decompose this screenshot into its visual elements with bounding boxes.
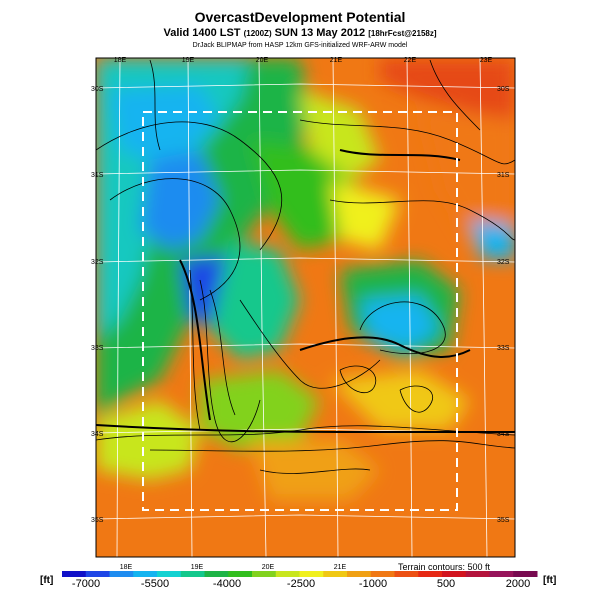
bottom-longitude-labels: 18E 19E 20E 21E [120, 564, 347, 571]
color-scale-tick: -7000 [71, 578, 101, 590]
color-scale-tick: -4000 [212, 578, 242, 590]
left-lat-label: 35S [91, 517, 104, 524]
color-scale-swatch [109, 571, 134, 577]
right-lat-label: 35S [497, 517, 510, 524]
left-lat-label: 33S [91, 345, 104, 352]
bottom-lon-label: 19E [191, 564, 204, 571]
color-scale-swatch [133, 571, 158, 577]
top-lon-label: 21E [330, 57, 343, 64]
unit-label-left: [ft] [40, 575, 54, 586]
bottom-lon-label: 20E [262, 564, 275, 571]
valid-time-subtitle: Valid 1400 LST (1200Z) SUN 13 May 2012 [… [0, 27, 600, 39]
utc-time: (1200Z) [243, 29, 272, 38]
model-credit: DrJack BLIPMAP from HASP 12km GFS-initia… [192, 42, 408, 49]
map-frame [95, 57, 516, 558]
right-lat-label: 33S [497, 345, 510, 352]
color-scale-swatch [180, 571, 205, 577]
bottom-lon-label: 21E [334, 564, 347, 571]
left-lat-label: 32S [91, 259, 104, 266]
color-scale-tick: -2500 [286, 578, 316, 590]
color-scale-swatch [347, 571, 372, 577]
right-lat-label: 34S [497, 431, 510, 438]
unit-label-right: [ft] [543, 575, 557, 586]
top-lon-label: 23E [480, 57, 493, 64]
color-scale-tick: -5500 [140, 578, 170, 590]
top-longitude-labels: 18E 19E 20E 21E 22E 23E [114, 57, 493, 64]
color-scale-swatch [370, 571, 395, 577]
top-lon-label: 19E [182, 57, 195, 64]
color-scale-swatch [442, 571, 467, 577]
lat-lon-grid [95, 57, 516, 558]
color-scale-tick: 500 [436, 578, 456, 590]
color-scale-swatch [228, 571, 253, 577]
color-scale-swatch [157, 571, 182, 577]
forecast-date: SUN 13 May 2012 [274, 27, 366, 39]
color-scale-swatch [252, 571, 277, 577]
valid-time: Valid 1400 LST [163, 27, 241, 39]
bottom-lon-label: 18E [120, 564, 133, 571]
terrain-contours [96, 59, 515, 474]
color-scale-swatch [85, 571, 110, 577]
right-lat-label: 31S [497, 172, 510, 179]
page-title: OvercastDevelopment Potential [194, 9, 406, 25]
color-scale-tick: 2000 [505, 578, 531, 590]
color-scale-swatch [275, 571, 300, 577]
color-scale-swatch [465, 571, 490, 577]
forecast-run: [18hrFcst@2158z] [368, 29, 437, 38]
inner-boundary-box [142, 111, 458, 511]
major-contours [96, 149, 515, 434]
color-scale-swatch [204, 571, 229, 577]
top-lon-label: 18E [114, 57, 127, 64]
left-lat-label: 34S [91, 431, 104, 438]
color-scale-swatch [299, 571, 324, 577]
color-scale-swatch [513, 571, 538, 577]
terrain-contour-note: Terrain contours: 500 ft [398, 562, 491, 572]
color-scale-swatch [323, 571, 348, 577]
color-field [96, 58, 515, 557]
color-scale-swatch [489, 571, 514, 577]
color-scale-bar [62, 571, 538, 577]
left-lat-label: 30S [91, 86, 104, 93]
top-lon-label: 20E [256, 57, 269, 64]
color-scale-swatch [394, 571, 419, 577]
left-latitude-labels: 30S 31S 32S 33S 34S 35S [91, 86, 104, 524]
color-scale-swatch [62, 571, 87, 577]
top-lon-label: 22E [404, 57, 417, 64]
color-scale-swatch [418, 571, 443, 577]
right-lat-label: 32S [497, 259, 510, 266]
left-lat-label: 31S [91, 172, 104, 179]
right-latitude-labels: 30S 31S 32S 33S 34S 35S [497, 86, 510, 524]
color-scale-tick: -1000 [358, 578, 388, 590]
right-lat-label: 30S [497, 86, 510, 93]
